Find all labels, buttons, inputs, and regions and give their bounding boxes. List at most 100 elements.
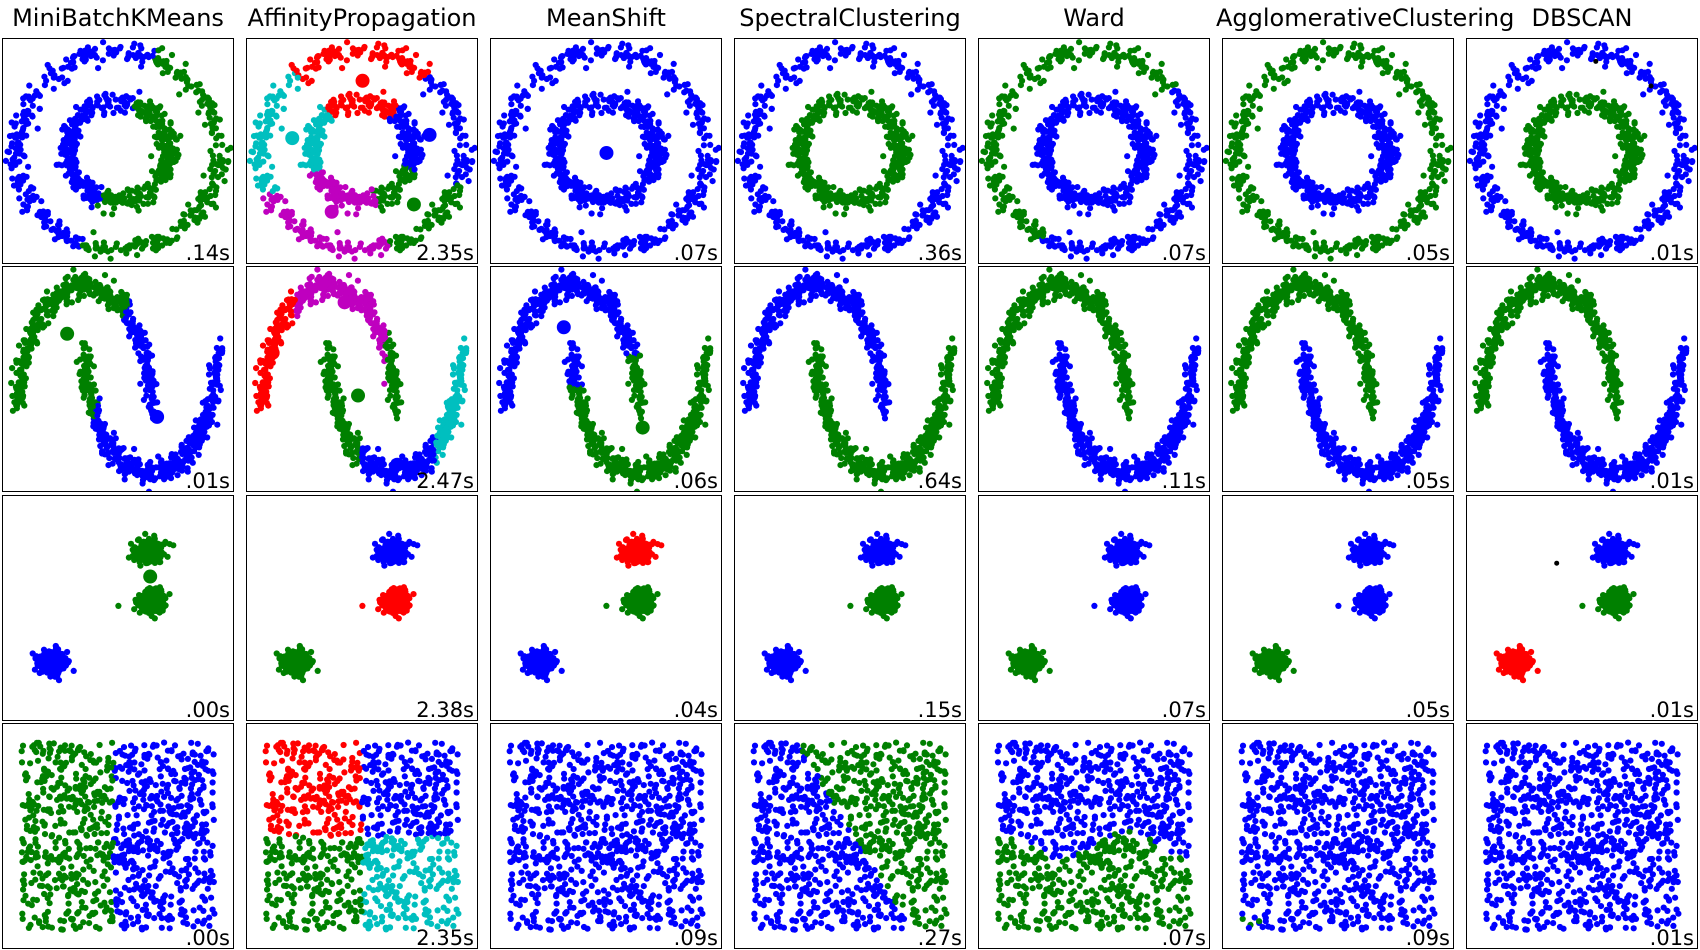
data-point	[280, 105, 287, 112]
data-point	[113, 901, 120, 908]
data-point	[91, 803, 98, 810]
data-point	[192, 417, 199, 424]
data-point	[468, 146, 475, 153]
data-point	[157, 773, 164, 780]
data-point	[125, 554, 132, 561]
data-point	[97, 815, 104, 822]
data-point	[92, 245, 99, 252]
data-point	[61, 791, 68, 799]
data-point	[132, 325, 140, 332]
data-point	[372, 197, 379, 205]
data-point	[380, 88, 387, 95]
data-point	[46, 884, 53, 892]
data-point	[344, 239, 351, 246]
data-point	[106, 288, 113, 295]
data-point	[30, 196, 37, 203]
data-point	[193, 89, 200, 96]
data-point	[259, 342, 267, 349]
data-point	[13, 112, 20, 119]
data-point	[184, 76, 191, 83]
data-point	[108, 441, 115, 448]
data-point	[138, 470, 145, 477]
data-point	[287, 223, 294, 230]
data-point	[210, 157, 217, 164]
data-point	[138, 602, 145, 609]
data-point	[34, 794, 41, 801]
data-point	[96, 756, 103, 763]
data-point	[116, 45, 123, 52]
data-point	[82, 904, 89, 911]
data-point	[137, 113, 144, 120]
data-point	[70, 267, 77, 273]
data-point	[106, 455, 113, 462]
data-point	[32, 817, 39, 825]
data-point	[41, 765, 48, 772]
data-point	[121, 861, 128, 868]
data-point	[393, 52, 400, 59]
data-point	[143, 802, 150, 809]
data-point	[259, 186, 266, 193]
data-point	[135, 192, 142, 199]
data-point	[71, 64, 78, 71]
data-point	[132, 787, 139, 794]
data-point	[76, 179, 83, 186]
data-point	[20, 886, 27, 893]
data-point	[50, 740, 57, 747]
data-point	[153, 112, 160, 119]
data-point	[47, 297, 54, 304]
data-point	[420, 91, 427, 98]
data-point	[213, 345, 220, 352]
data-point	[14, 178, 21, 185]
data-point	[95, 839, 102, 846]
data-point	[147, 778, 154, 785]
data-point	[183, 883, 190, 890]
data-point	[147, 476, 154, 483]
data-point	[439, 109, 446, 116]
data-point	[86, 102, 93, 109]
data-point	[102, 908, 109, 915]
data-point	[332, 192, 339, 199]
data-point	[264, 201, 271, 208]
scatter-plot	[3, 39, 233, 262]
data-point	[161, 739, 168, 746]
data-point	[251, 161, 258, 168]
data-point	[312, 179, 319, 186]
data-point	[68, 875, 75, 882]
data-point	[195, 452, 202, 459]
data-point	[167, 848, 174, 855]
data-point	[127, 760, 134, 767]
data-point	[210, 751, 217, 758]
data-point	[151, 539, 158, 546]
data-point	[308, 146, 315, 153]
data-point	[440, 98, 447, 105]
data-point	[354, 429, 361, 437]
data-point	[8, 119, 15, 126]
data-point	[109, 777, 116, 784]
data-point	[457, 345, 464, 352]
data-point	[455, 117, 462, 124]
data-point	[267, 117, 274, 124]
data-point	[253, 175, 260, 182]
data-point	[19, 910, 26, 917]
data-point	[355, 205, 362, 212]
data-point	[40, 208, 47, 215]
data-point	[20, 838, 27, 846]
data-point	[24, 207, 31, 214]
data-point	[74, 910, 81, 917]
data-point	[78, 898, 85, 906]
data-point	[308, 77, 315, 84]
data-point	[130, 547, 137, 554]
data-point	[140, 200, 147, 207]
scatter-plot	[18, 739, 218, 933]
data-point	[87, 353, 94, 360]
data-point	[345, 246, 352, 253]
data-point	[144, 51, 151, 58]
data-point	[169, 805, 176, 812]
data-point	[81, 356, 89, 363]
data-point	[221, 178, 228, 185]
data-point	[30, 869, 37, 876]
data-point	[206, 879, 213, 886]
data-point	[81, 242, 89, 249]
data-point	[394, 234, 401, 242]
